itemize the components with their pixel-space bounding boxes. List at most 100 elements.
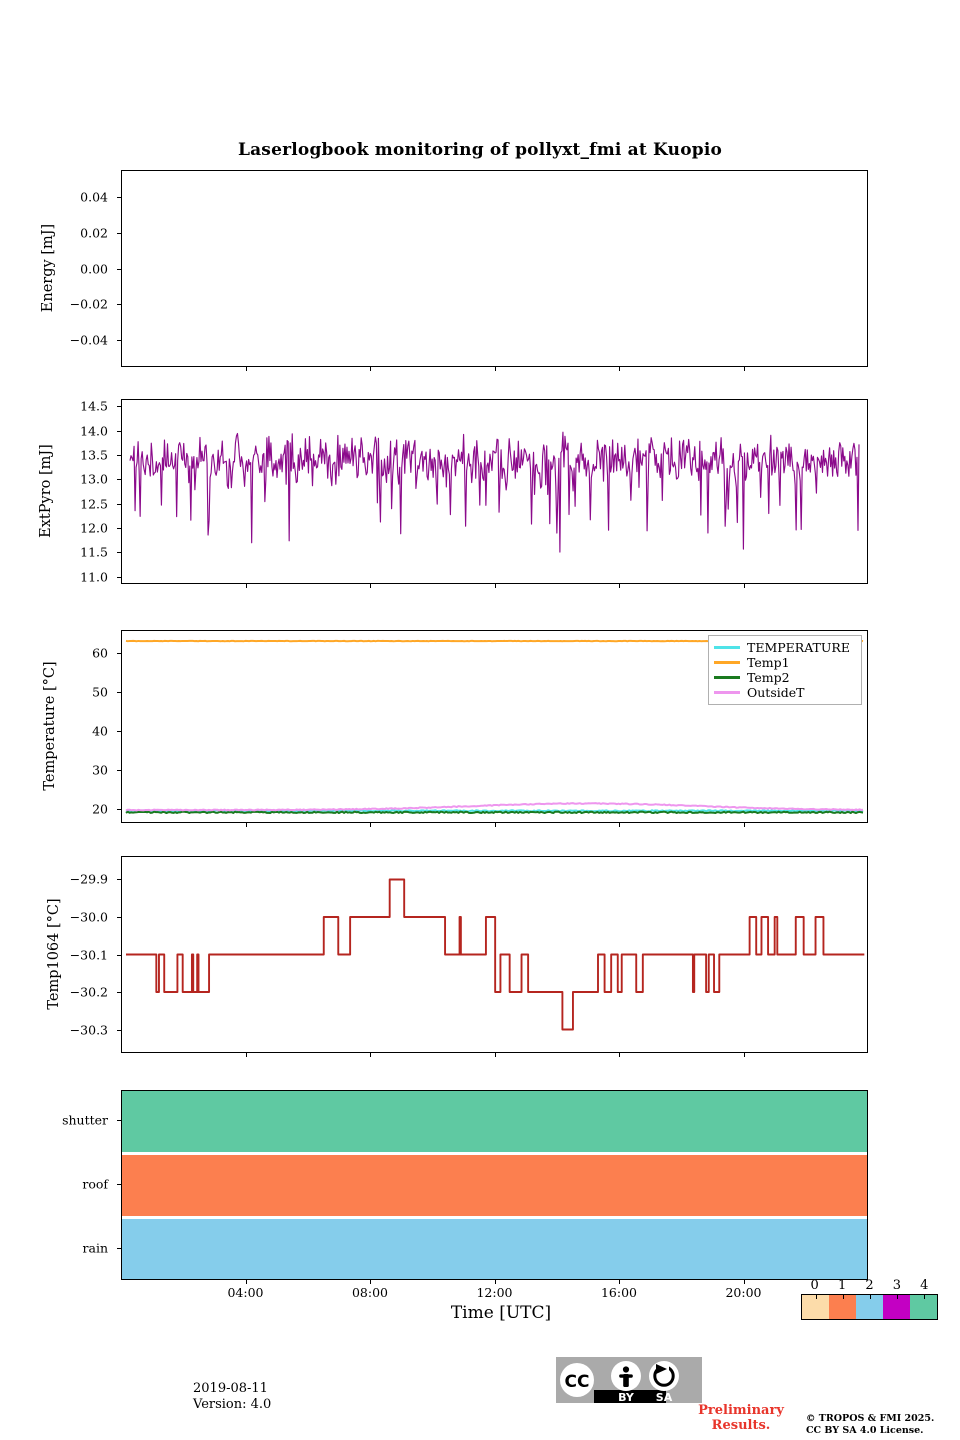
y-tick-label: −0.04 xyxy=(69,332,108,348)
footer-version: Version: 4.0 xyxy=(193,1397,272,1412)
temperature-legend[interactable]: TEMPERATURE Temp1 Temp2 OutsideT xyxy=(708,635,862,705)
y-tick-mark xyxy=(117,653,121,655)
x-tick-mark xyxy=(743,1053,745,1057)
colorbar-cell-3[interactable] xyxy=(883,1295,910,1319)
y-tick-label: 11.5 xyxy=(80,544,108,560)
copyright-line1: © TROPOS & FMI 2025. xyxy=(806,1413,935,1424)
x-tick-mark xyxy=(245,1280,247,1284)
cc-by-sa-icon: CC BY SA xyxy=(556,1357,702,1403)
y-tick-mark xyxy=(117,528,121,529)
legend-label: Temp1 xyxy=(747,655,790,670)
colorbar-tick-label: 0 xyxy=(810,1278,819,1293)
colorbar-tick-label: 2 xyxy=(865,1278,874,1293)
y-tick-label: 30 xyxy=(92,762,108,778)
y-tick-label: 14.0 xyxy=(80,423,108,439)
footer-date-block: 2019-08-11 Version: 4.0 xyxy=(193,1381,271,1413)
x-tick-mark xyxy=(370,1053,371,1057)
extpyro-series-svg xyxy=(129,431,860,553)
colorbar-tick-mark xyxy=(842,1295,844,1299)
x-tick-mark xyxy=(370,1280,371,1284)
y-tick-label: 14.5 xyxy=(80,398,108,414)
y-tick-mark xyxy=(117,1248,121,1249)
colorbar-tick-label: 3 xyxy=(892,1278,902,1293)
temp1064-series-svg xyxy=(126,878,865,1031)
cc-license-badge[interactable]: CC BY SA xyxy=(556,1357,702,1403)
x-tick-mark xyxy=(494,823,496,827)
y-tick-label: 50 xyxy=(92,684,108,700)
x-tick-mark xyxy=(245,823,247,827)
colorbar-tick-label: 1 xyxy=(837,1278,847,1293)
colorbar-tick-mark xyxy=(815,1295,817,1299)
status-row-label-shutter: shutter xyxy=(62,1112,108,1128)
legend-label: Temp2 xyxy=(747,670,790,685)
y-tick-mark xyxy=(117,479,121,481)
preliminary-line2: Results. xyxy=(711,1418,771,1433)
y-tick-mark xyxy=(117,268,121,270)
x-tick-mark xyxy=(370,823,371,827)
y-tick-label: 11.0 xyxy=(80,569,108,585)
y-tick-label: 60 xyxy=(92,645,108,661)
y-tick-label: 20 xyxy=(92,801,108,817)
colorbar-cell-1[interactable] xyxy=(829,1295,856,1319)
y-tick-label: −30.1 xyxy=(69,947,108,962)
y-tick-mark xyxy=(117,692,121,694)
y-tick-mark xyxy=(117,406,121,408)
energy-axis-label: Energy [mJ] xyxy=(40,223,56,313)
y-tick-label: −29.9 xyxy=(69,871,108,887)
y-tick-mark xyxy=(117,232,121,234)
x-tick-mark xyxy=(245,367,247,371)
svg-text:SA: SA xyxy=(656,1391,673,1403)
energy-series-svg xyxy=(122,171,867,366)
status-row-label-roof: roof xyxy=(82,1176,108,1192)
preliminary-line1: Preliminary xyxy=(698,1403,784,1418)
colorbar-cell-4[interactable] xyxy=(910,1295,937,1319)
status-row-label-rain: rain xyxy=(82,1240,108,1256)
y-tick-label: −0.02 xyxy=(69,296,108,312)
y-tick-mark xyxy=(117,770,121,772)
legend-item-outsidet[interactable]: OutsideT xyxy=(714,685,854,700)
x-tick-mark xyxy=(494,1280,496,1284)
y-tick-label: 12.5 xyxy=(80,496,108,512)
x-tick-mark xyxy=(245,1053,247,1057)
y-tick-mark xyxy=(117,916,121,918)
svg-text:CC: CC xyxy=(565,1372,590,1392)
x-tick-label: 12:00 xyxy=(476,1285,513,1300)
status-colorbar[interactable] xyxy=(801,1294,938,1320)
y-tick-mark xyxy=(117,992,121,994)
y-tick-mark xyxy=(117,954,121,956)
y-tick-label: −30.3 xyxy=(69,1022,108,1038)
y-tick-label: 13.0 xyxy=(80,471,108,487)
y-tick-label: 0.04 xyxy=(80,189,108,205)
y-tick-mark xyxy=(117,552,121,554)
y-tick-mark xyxy=(117,430,121,432)
y-tick-mark xyxy=(117,731,121,733)
y-tick-mark xyxy=(117,304,121,306)
y-tick-mark xyxy=(117,196,121,198)
copyright-line2: CC BY SA 4.0 License. xyxy=(806,1425,924,1436)
y-tick-mark xyxy=(117,1120,121,1121)
x-tick-mark xyxy=(619,1053,620,1057)
legend-item-temp2[interactable]: Temp2 xyxy=(714,670,854,685)
x-tick-mark xyxy=(743,367,745,371)
x-tick-mark xyxy=(494,367,496,371)
colorbar-cell-0[interactable] xyxy=(802,1295,829,1319)
colorbar-cell-2[interactable] xyxy=(856,1295,883,1319)
copyright-block: © TROPOS & FMI 2025. CC BY SA 4.0 Licens… xyxy=(806,1413,934,1437)
status-band-rain xyxy=(122,1219,867,1279)
legend-label: OutsideT xyxy=(747,685,805,700)
legend-item-temp1[interactable]: Temp1 xyxy=(714,655,854,670)
x-tick-mark xyxy=(494,1053,496,1057)
colorbar-tick-label: 4 xyxy=(920,1278,929,1293)
x-tick-mark xyxy=(743,584,745,588)
x-tick-mark xyxy=(619,823,620,827)
legend-item-temperature[interactable]: TEMPERATURE xyxy=(714,640,854,655)
y-tick-label: 0.00 xyxy=(80,261,108,276)
legend-label: TEMPERATURE xyxy=(747,640,850,655)
y-tick-mark xyxy=(117,1030,121,1032)
y-tick-mark xyxy=(117,809,121,811)
y-tick-mark xyxy=(117,503,121,505)
y-tick-label: 12.0 xyxy=(80,520,108,536)
y-tick-mark xyxy=(117,576,121,578)
x-tick-label: 20:00 xyxy=(725,1285,762,1300)
